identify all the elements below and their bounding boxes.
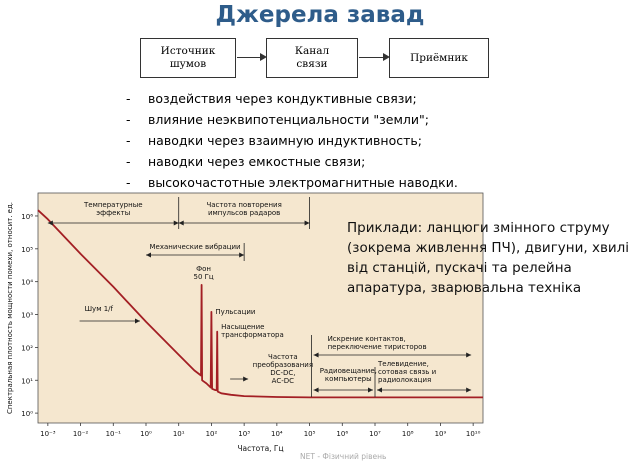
- x-tick-label: 10³: [238, 430, 250, 438]
- annotation-transformer-saturation: Насыщение трансформатора: [221, 323, 284, 339]
- noise-spectrum-chart: 10⁻³ 10⁻² 10⁻¹ 10⁰ 10¹ 10² 10³ 10⁴ 10⁵ 10⁶ 10⁷ 10⁸ 1…: [0, 183, 496, 460]
- arrow-vibration-head-right: [239, 252, 245, 258]
- interference-paths-list: воздействия через кондуктивные связи; вл…: [126, 88, 458, 193]
- x-tick-label: 10⁻¹: [106, 430, 122, 438]
- plot-area: [37, 192, 484, 424]
- arrow-sparking-head-right: [466, 352, 472, 358]
- annotation-ripple: Пульсации: [215, 308, 255, 316]
- list-item: наводки через взаимную индуктивность;: [126, 130, 458, 151]
- arrow-1f-noise-head: [134, 318, 140, 324]
- annotation-radar-pulses: Частота повторения импульсов радаров: [206, 201, 281, 217]
- y-tick-label: 10⁵: [21, 246, 33, 254]
- annotation-broadcasting: Радиовещание, компьютеры: [320, 367, 377, 383]
- arrow-vibration-head-left: [145, 252, 151, 258]
- x-tick-label: 10²: [206, 430, 218, 438]
- x-tick-label: 10¹⁰: [466, 430, 481, 438]
- x-tick-label: 10⁰: [140, 430, 152, 438]
- annotation-television-cellular: Телевидение, сотовая связь и радиолокация: [377, 360, 436, 384]
- annotation-hum-50hz: Фон 50 Гц: [193, 265, 213, 281]
- arrow-broadcasting-head-right: [368, 387, 374, 393]
- list-item: наводки через емкостные связи;: [126, 151, 458, 172]
- annotation-contact-sparking: Искрение контактов, переключение тиристор…: [328, 335, 427, 351]
- y-tick-label: 10⁶: [21, 213, 33, 221]
- y-axis-label: Спектральная плотность мощности помехи, …: [6, 202, 14, 414]
- x-tick-label: 10⁻³: [40, 430, 56, 438]
- x-tick-label: 10⁹: [435, 430, 447, 438]
- list-item: высокочастотные электромагнитные наводки…: [126, 172, 458, 193]
- y-tick-label: 10⁴: [21, 279, 33, 287]
- examples-text: Приклади: ланцюги змінного струму (зокре…: [347, 220, 630, 296]
- x-tick-label: 10¹: [173, 430, 185, 438]
- footer-text: NET - Фізичний рівень: [300, 452, 387, 461]
- arrow-television-head-right: [466, 387, 472, 393]
- y-tick-label: 10¹: [21, 377, 33, 385]
- arrow-television-head-left: [377, 387, 383, 393]
- chart-svg: 10⁻³ 10⁻² 10⁻¹ 10⁰ 10¹ 10² 10³ 10⁴ 10⁵ 10⁶ 10⁷ 10⁸ 1…: [6, 192, 484, 453]
- arrow-thermal-head-left: [47, 220, 53, 226]
- noise-source-block: Источник шумов: [140, 38, 236, 78]
- x-tick-label: 10⁷: [369, 430, 381, 438]
- y-tick-label: 10⁰: [21, 410, 33, 418]
- annotation-mechanical-vibrations: Механические вибрации: [150, 243, 241, 251]
- channel-block: Канал связи: [266, 38, 358, 78]
- arrow-channel-to-receiver: [359, 53, 390, 61]
- arrow-broadcasting-head-left: [313, 387, 319, 393]
- list-item: воздействия через кондуктивные связи;: [126, 88, 458, 109]
- x-axis-label: Частота, Гц: [237, 444, 283, 453]
- y-tick-label: 10³: [21, 312, 33, 320]
- receiver-block: Приёмник: [389, 38, 489, 78]
- x-tick-label: 10⁵: [304, 430, 316, 438]
- arrow-radar-head-right: [304, 220, 310, 226]
- slide-title: Джерела завад: [215, 2, 425, 28]
- x-tick-label: 10⁸: [402, 430, 414, 438]
- x-tick-label: 10⁻²: [73, 430, 89, 438]
- annotation-thermal-effects: Температурные эффекты: [83, 201, 143, 217]
- x-tick-label: 10⁴: [271, 430, 283, 438]
- y-tick-label: 10²: [21, 344, 33, 352]
- list-item: влияние неэквипотенциальности "земли";: [126, 109, 458, 130]
- annotation-1f-noise: Шум 1/f: [85, 305, 114, 313]
- annotation-conversion-frequency: Частота преобразования DC-DC, AC-DC: [253, 353, 313, 385]
- noise-spectrum-line: [37, 209, 483, 399]
- arrow-sparking-head-left: [313, 352, 319, 358]
- arrow-radar-head-left: [178, 220, 184, 226]
- arrow-thermal-head-right: [173, 220, 179, 226]
- arrow-conversion-head: [243, 376, 249, 382]
- x-tick-label: 10⁶: [336, 430, 348, 438]
- arrow-source-to-channel: [237, 53, 267, 61]
